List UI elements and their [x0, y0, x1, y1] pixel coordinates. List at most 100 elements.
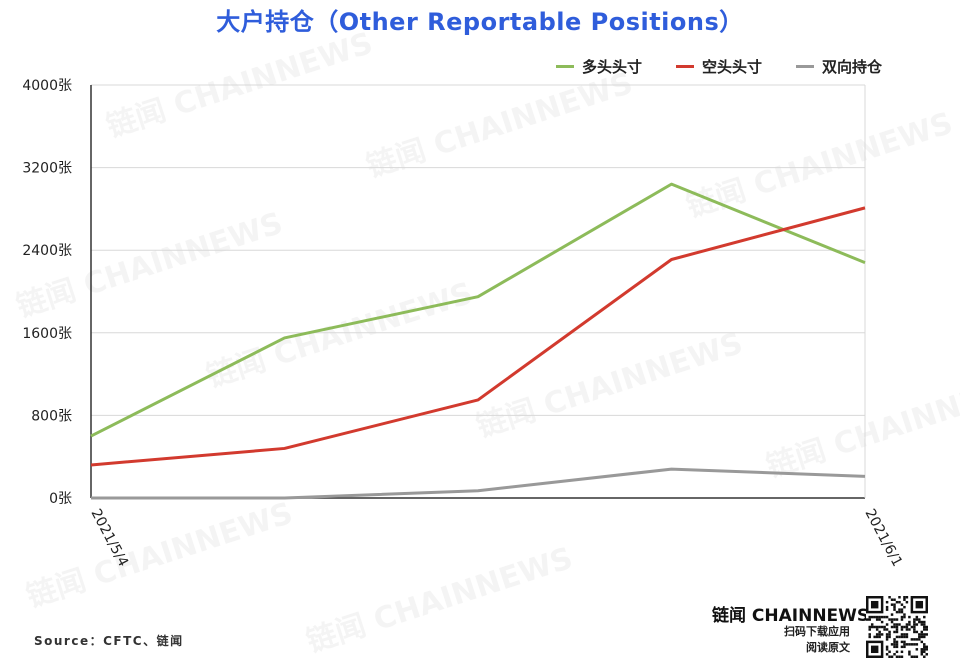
- qr-module: [868, 635, 871, 639]
- qr-module: [868, 615, 871, 619]
- qr-module: [893, 618, 896, 621]
- qr-module: [920, 653, 924, 656]
- qr-module: [895, 630, 899, 634]
- qr-module: [915, 643, 919, 646]
- qr-module: [903, 645, 906, 649]
- qr-module: [910, 643, 914, 646]
- qr-module: [878, 633, 881, 636]
- qr-module: [895, 623, 899, 626]
- qr-module: [900, 610, 904, 614]
- qr-module: [880, 615, 884, 619]
- qr-module: [873, 635, 876, 639]
- qr-module: [923, 615, 926, 619]
- qr-module: [868, 633, 871, 636]
- legend-item-long: 多头头寸: [556, 56, 642, 77]
- brand-name: 链闻 CHAINNEWS: [712, 606, 870, 626]
- qr-module: [870, 615, 874, 619]
- qr-module: [923, 628, 926, 631]
- qr-module: [885, 615, 889, 619]
- qr-module: [915, 638, 919, 641]
- qr-module: [895, 610, 899, 614]
- qr-module: [905, 625, 909, 629]
- qr-module: [895, 645, 899, 649]
- qr-module: [903, 640, 906, 644]
- qr-module: [920, 640, 924, 644]
- qr-module: [900, 603, 904, 606]
- qr-module: [915, 618, 919, 621]
- qr-module: [895, 650, 899, 654]
- qr-module: [885, 605, 889, 609]
- qr-module: [915, 648, 919, 651]
- qr-module: [920, 650, 924, 654]
- qr-module: [913, 620, 916, 624]
- qr-module: [918, 635, 921, 639]
- qr-module: [898, 596, 901, 599]
- qr-module: [910, 625, 914, 629]
- qr-module: [900, 633, 904, 636]
- qr-module: [923, 635, 926, 639]
- qr-module: [878, 635, 881, 639]
- qr-module: [923, 645, 926, 649]
- qr-module: [915, 630, 919, 634]
- qr-module: [923, 650, 926, 654]
- qr-module: [900, 650, 904, 654]
- y-tick-label: 1600张: [22, 326, 72, 342]
- qr-module: [918, 633, 921, 636]
- qr-module: [923, 648, 926, 651]
- qr-module: [875, 625, 879, 629]
- qr-module: [893, 598, 896, 601]
- qr-module: [918, 618, 921, 621]
- qr-module: [888, 650, 891, 654]
- qr-module: [903, 598, 906, 601]
- qr-module: [893, 653, 896, 656]
- qr-module: [883, 615, 886, 619]
- qr-module: [888, 655, 891, 658]
- qr-module: [903, 633, 906, 636]
- qr-module: [873, 615, 876, 619]
- brand-tagline-line: 扫码下载应用: [784, 625, 850, 638]
- qr-module: [895, 655, 899, 658]
- qr-module: [878, 615, 881, 619]
- qr-module: [898, 623, 901, 626]
- x-axis-ticks: 2021/5/4 2021/6/1: [87, 506, 905, 569]
- qr-module: [890, 620, 894, 624]
- qr-module: [868, 618, 871, 621]
- qr-module: [885, 608, 889, 611]
- x-tick-label: 2021/5/4: [87, 506, 131, 569]
- qr-module: [903, 613, 906, 616]
- series-lines: [90, 182, 866, 500]
- grid-lines: [90, 84, 866, 499]
- qr-module: [920, 620, 924, 624]
- qr-module: [905, 635, 909, 639]
- qr-module: [885, 623, 889, 626]
- qr-module: [925, 625, 928, 629]
- y-tick-label: 0张: [49, 491, 72, 507]
- qr-module: [913, 638, 916, 641]
- y-tick-label: 800张: [31, 408, 72, 424]
- qr-module: [885, 645, 889, 649]
- qr-module: [888, 635, 891, 639]
- qr-module: [908, 620, 911, 624]
- qr-module: [900, 625, 904, 629]
- qr-module: [890, 655, 894, 658]
- legend-item-short: 空头头寸: [676, 56, 762, 77]
- qr-module: [910, 655, 914, 658]
- qr-module: [873, 625, 876, 629]
- qr-code-icon[interactable]: [866, 596, 928, 658]
- qr-module: [908, 623, 911, 626]
- qr-module: [925, 653, 928, 656]
- x-tick-label: 2021/6/1: [861, 506, 905, 569]
- qr-module: [905, 633, 909, 636]
- qr-module: [890, 643, 894, 646]
- qr-finder: [870, 645, 879, 654]
- qr-module: [898, 610, 901, 614]
- brand-tagline-line: 阅读原文: [806, 641, 850, 654]
- qr-module: [920, 630, 924, 634]
- qr-module: [923, 643, 926, 646]
- qr-module: [893, 645, 896, 649]
- qr-module: [880, 620, 884, 624]
- qr-module: [913, 628, 916, 631]
- legend-item-spread: 双向持仓: [796, 56, 882, 77]
- qr-module: [908, 650, 911, 654]
